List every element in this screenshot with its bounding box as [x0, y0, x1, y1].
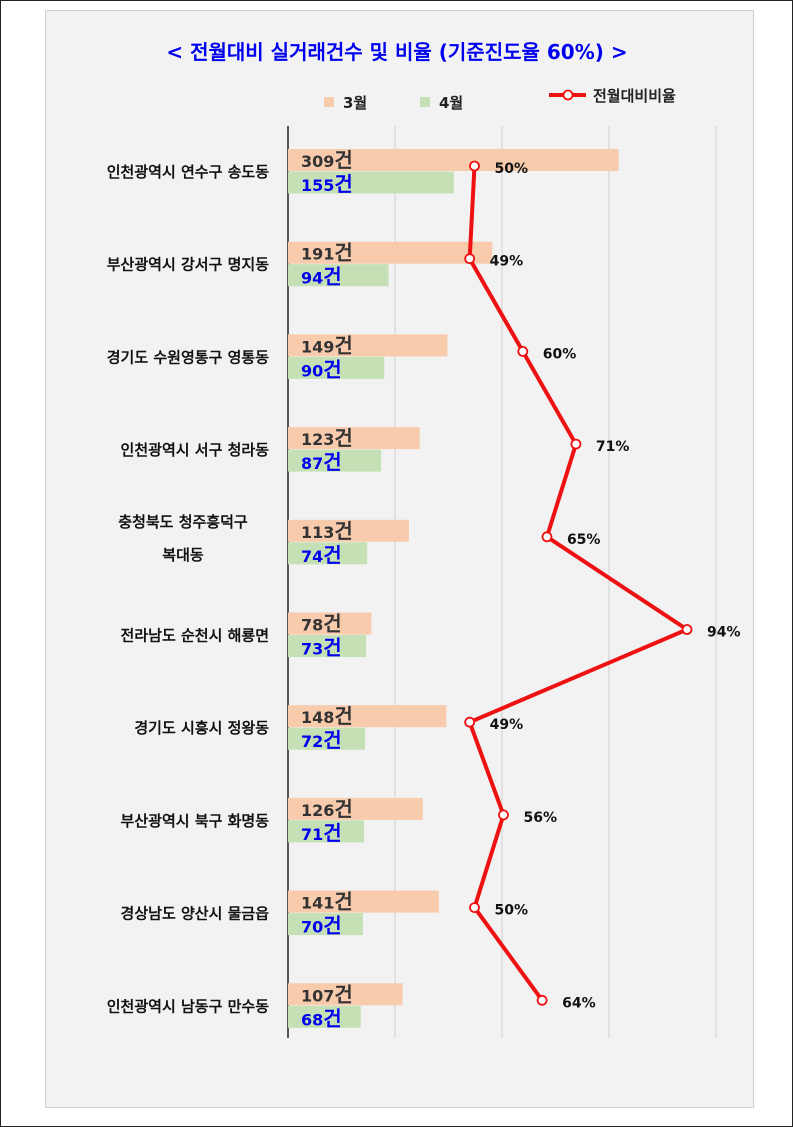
- bars: 309건155건191건94건149건90건123건87건113건74건78건7…: [288, 148, 619, 1030]
- ratio-line-path: [467, 165, 690, 1002]
- bar-april: [288, 913, 363, 936]
- data-label-april: 74건: [301, 543, 342, 567]
- category-label: 전라남도 순천시 해룡면: [121, 627, 269, 645]
- category-label: 부산광역시 북구 화명동: [121, 812, 270, 830]
- ratio-point: [469, 902, 480, 913]
- chart-title: < 전월대비 실거래건수 및 비율 (기준진도율 60%) >: [166, 40, 627, 64]
- legend-label-april: 4월: [439, 94, 463, 112]
- ratio-point: [498, 809, 509, 821]
- data-label-april: 72건: [301, 728, 342, 752]
- data-label-april: 70건: [301, 914, 342, 938]
- category-label: 경상남도 양산시 물금읍: [121, 905, 270, 923]
- category-label: 부산광역시 강서구 명지동: [107, 256, 269, 274]
- ratio-point: [681, 624, 693, 635]
- bar-april: [288, 449, 382, 472]
- data-label-march: 113건: [301, 519, 353, 543]
- data-label-april: 87건: [301, 450, 342, 474]
- ratio-label: 64%: [562, 995, 596, 1011]
- data-label-march: 107건: [301, 982, 353, 1006]
- legend-label-ratio: 전월대비비율: [593, 87, 676, 105]
- bar-march: [288, 705, 447, 728]
- data-label-march: 126건: [301, 797, 353, 821]
- ratio-label: 94%: [707, 625, 741, 641]
- ratio-label: 49%: [490, 254, 524, 270]
- ratio-point: [570, 438, 582, 450]
- bar-march: [288, 427, 420, 450]
- legend-swatch-march: [324, 97, 334, 107]
- bar-april: [288, 727, 366, 750]
- bar-march: [288, 334, 448, 357]
- legend-swatch-april: [420, 97, 430, 107]
- data-label-march: 149건: [301, 333, 353, 357]
- bar-march: [288, 983, 403, 1006]
- category-label: 경기도 시흥시 정왕동: [134, 719, 269, 737]
- bar-april: [288, 635, 367, 657]
- bar-april: [288, 264, 389, 287]
- category-label: 인천광역시 남동구 만수동: [107, 997, 269, 1015]
- bar-march: [288, 797, 423, 820]
- data-label-march: 141건: [301, 890, 353, 914]
- bar-april: [288, 1005, 361, 1028]
- legend-marker-ratio: [562, 89, 574, 101]
- bar-april: [288, 171, 454, 194]
- ratio-point: [541, 531, 553, 543]
- ratio-label: 65%: [567, 532, 601, 548]
- data-label-april: 71건: [301, 821, 342, 845]
- ratio-label: 60%: [543, 346, 577, 362]
- ratio-point: [536, 994, 548, 1006]
- data-label-april: 73건: [301, 636, 342, 660]
- category-label: 경기도 수원영통구 영통동: [107, 348, 269, 366]
- data-label-april: 94건: [301, 265, 342, 289]
- category-label: 인천광역시 서구 청라동: [121, 441, 270, 459]
- data-label-april: 90건: [301, 357, 342, 381]
- bar-march: [288, 612, 372, 635]
- bar-march: [288, 149, 619, 171]
- ratio-point: [469, 160, 480, 172]
- ratio-point: [517, 345, 529, 357]
- data-label-april: 68건: [301, 1006, 342, 1030]
- ratio-line: 50% 49% 60% 71% 65% 94% 49% 56% 50% 64%: [464, 160, 741, 1011]
- bar-april: [288, 356, 385, 379]
- ratio-point: [464, 716, 476, 728]
- bar-april: [288, 820, 364, 843]
- data-label-march: 191건: [301, 241, 353, 265]
- ratio-point: [464, 253, 476, 265]
- ratio-label: 56%: [523, 810, 557, 826]
- ratio-label: 50%: [495, 161, 529, 177]
- ratio-label: 49%: [490, 717, 524, 733]
- legend: 3월 4월 전월대비비율: [324, 87, 676, 112]
- legend-label-march: 3월: [343, 94, 367, 112]
- ratio-label: 71%: [596, 439, 630, 455]
- data-label-april: 155건: [301, 172, 353, 196]
- category-label: 인천광역시 연수구 송도동: [107, 163, 269, 181]
- bar-march: [288, 890, 439, 913]
- bar-april: [288, 542, 368, 565]
- ratio-label: 50%: [495, 903, 529, 919]
- bar-march: [288, 519, 409, 542]
- bar-march: [288, 241, 493, 264]
- data-label-march: 309건: [301, 148, 353, 172]
- data-label-march: 78건: [301, 612, 342, 636]
- data-label-march: 123건: [301, 426, 353, 450]
- category-label: 복대동: [162, 546, 204, 564]
- data-label-march: 148건: [301, 704, 353, 728]
- category-label: 충청북도 청주흥덕구: [118, 513, 248, 531]
